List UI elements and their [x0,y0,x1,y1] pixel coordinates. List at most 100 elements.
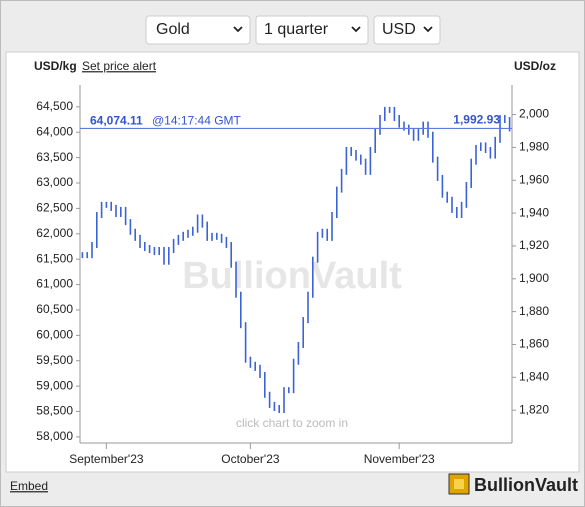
y-tick-label: 64,500 [36,99,73,113]
select-text[interactable]: USD [382,21,416,38]
hint: click chart to zoom in [236,416,348,430]
y2-tick-label: 1,820 [519,402,549,416]
y-tick-label: 64,000 [36,124,73,138]
price-bar [81,252,84,259]
price-bar [398,115,400,128]
price-bar [172,238,175,254]
y-tick-label: 63,000 [36,175,73,189]
currency-select[interactable]: USD [373,15,441,45]
price-bar [312,256,314,298]
price-bar [244,322,247,363]
price-bar [235,261,237,298]
x-tick-label: September'23 [69,452,144,466]
price-bar [278,404,280,413]
price-bar [163,247,165,265]
price-bar [316,231,319,263]
price-bar [86,252,88,259]
price-bar [158,247,160,256]
y2-tick-label: 1,960 [519,172,549,186]
brand: BullionVault [474,475,578,495]
price-bar [259,364,261,378]
price-bar [249,356,252,368]
price-bar [384,106,386,122]
y2-tick-label: 1,860 [519,337,549,351]
price-bar [408,124,410,135]
embed-link[interactable]: Embed [10,479,48,493]
select-text[interactable]: 1 quarter [264,21,329,38]
price-bar [225,236,228,248]
watermark: BullionVault [182,255,402,297]
chevron[interactable] [351,26,361,33]
select-box[interactable] [145,15,251,45]
price-bar [360,154,362,165]
price-bar [393,106,396,122]
price-bar [105,201,108,208]
price-bar [168,247,170,265]
price-bar [388,106,391,113]
price-bar [432,131,434,163]
price-bar [153,247,156,256]
price-bar [436,156,439,181]
right-unit: USD/oz [514,59,556,73]
price-bar [297,341,300,365]
price-bar [206,221,208,241]
y-tick-label: 61,000 [36,277,73,291]
price-bar [307,291,309,324]
price-bar [379,115,381,135]
select-box[interactable] [255,15,369,45]
metal-select[interactable]: Gold [145,15,251,45]
y-tick-label: 60,500 [36,302,73,316]
price-bar [220,233,223,243]
price-bar [182,231,184,241]
current-price-time: @14:17:44 GMT [152,114,242,128]
select-box[interactable] [373,15,441,45]
price-bar [456,206,458,218]
price-bar [417,128,420,141]
price-bar [504,115,506,124]
x-tick-label: November'23 [364,452,435,466]
chevron[interactable] [233,26,243,33]
y-tick-label: 58,500 [36,404,73,418]
price-bar [350,146,352,157]
price-bar [268,391,271,408]
period-select[interactable]: 1 quarter [255,15,369,45]
price-bar [187,229,189,238]
price-bar [465,182,468,208]
price-bar [489,146,492,159]
price-bar [273,401,276,411]
price-bar [470,158,472,189]
price-bar [494,136,496,159]
price-bar [508,117,511,132]
current-price-label: 64,074.11 [90,114,143,128]
price-bar [480,142,482,151]
y-tick-label: 62,500 [36,201,73,215]
price-bar [192,226,194,236]
chevron[interactable] [423,26,433,33]
price-bar [288,387,290,394]
x-tick-label: October'23 [221,452,280,466]
price-bar [345,146,348,175]
price-bar [129,219,132,235]
price-bar [230,241,232,268]
price-bar [451,196,453,213]
price-bar [100,201,103,218]
price-bar [120,206,122,217]
price-bar [254,361,256,371]
price-bar [91,241,93,259]
price-bar [484,142,487,153]
price-bar [96,211,98,248]
chart-panel [5,51,580,473]
y-tick-label: 62,000 [36,226,73,240]
y2-tick-label: 1,840 [519,369,549,383]
y2-tick-label: 1,920 [519,238,549,252]
price-bar [196,214,199,233]
select-text[interactable]: Gold [156,21,190,38]
price-bar [475,144,477,165]
price-bar [326,228,328,241]
price-bar [374,128,376,153]
y-tick-label: 60,000 [36,328,73,342]
alert-link[interactable]: Set price alert [82,59,157,73]
y-tick-label: 59,000 [36,378,73,392]
y2-tick-label: 1,880 [519,304,549,318]
